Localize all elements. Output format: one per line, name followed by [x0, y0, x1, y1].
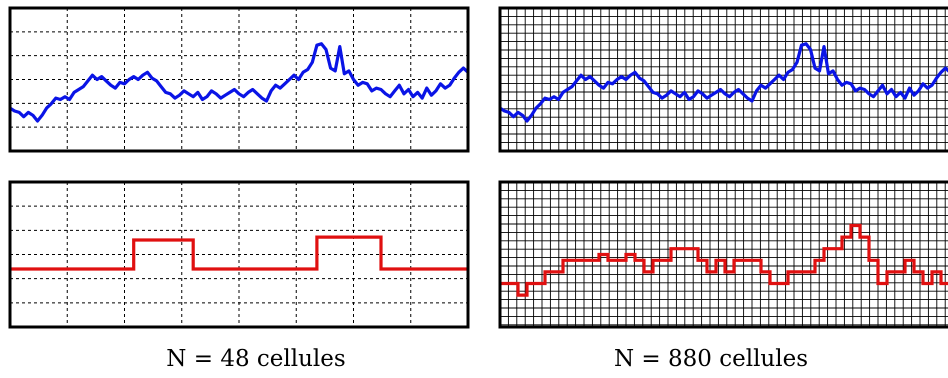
- grid: [10, 182, 468, 327]
- panel-frame: [498, 180, 948, 329]
- grid: [10, 8, 468, 151]
- panel-bottom-right: [498, 180, 948, 329]
- step-series-line: [10, 235, 468, 271]
- panel-top-right: [498, 6, 948, 153]
- grid: [500, 8, 948, 151]
- grid: [500, 182, 948, 327]
- step-series-line: [500, 223, 948, 297]
- panel-frame: [8, 6, 470, 153]
- caption-right: N = 880 cellules: [613, 346, 809, 372]
- panel-frame: [498, 6, 948, 153]
- panel-frame: [8, 180, 470, 329]
- signal-series-line: [500, 42, 948, 123]
- panel-top-left: [8, 6, 470, 153]
- panel-bottom-left: [8, 180, 470, 329]
- caption-left: N = 48 cellules: [166, 346, 346, 372]
- signal-series-line: [10, 42, 468, 123]
